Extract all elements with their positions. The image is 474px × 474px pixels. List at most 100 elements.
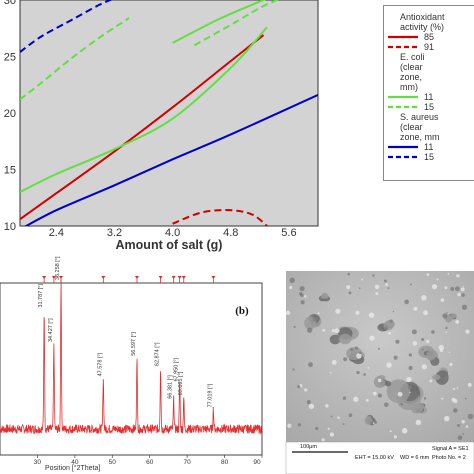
sem-grain — [342, 396, 347, 400]
sem-grain — [329, 432, 335, 437]
sem-grain — [421, 338, 425, 342]
sem-grain — [353, 396, 359, 402]
sem-grain — [465, 425, 469, 428]
xrd-x-tick-label: 30 — [34, 459, 42, 466]
xrd-pattern-line — [0, 279, 263, 435]
sem-grain — [409, 391, 411, 394]
sem-grain — [361, 278, 364, 281]
sem-grain — [368, 312, 375, 318]
sem-grain — [454, 286, 460, 292]
sem-grain — [400, 402, 404, 406]
contour-line — [20, 0, 113, 53]
sem-grain — [453, 408, 458, 413]
xrd-marker-tip — [134, 276, 139, 279]
sem-grain — [308, 403, 315, 409]
xrd-peak-label: 36.258 [°] — [55, 256, 61, 280]
legend-entry-label: 11 — [424, 92, 434, 102]
sem-grain — [363, 373, 366, 376]
legend-entry-label: 11 — [424, 142, 434, 152]
xrd-x-tick-label: 60 — [146, 459, 154, 466]
xrd-marker-tip — [211, 276, 216, 279]
sem-grain — [347, 272, 350, 276]
sem-grain — [448, 351, 451, 354]
xrd-marker-tip — [158, 276, 163, 279]
xrd-peak-label: 62.874 [°] — [155, 342, 161, 366]
sem-grain — [289, 285, 293, 290]
sem-grain — [410, 283, 412, 286]
sem-grain — [462, 433, 465, 435]
sem-grain — [343, 357, 348, 362]
legend-text: Antioxidant — [400, 12, 445, 22]
legend-text: mm) — [400, 82, 418, 92]
sem-particle — [329, 334, 341, 345]
sem-grain — [287, 423, 292, 428]
sem-grain — [312, 316, 318, 322]
contour-y-tick-label: 10 — [4, 221, 16, 233]
sem-grain — [308, 362, 313, 368]
xrd-marker-tip — [171, 276, 176, 279]
sem-grain — [350, 348, 354, 352]
sem-grain — [289, 277, 295, 283]
sem-scale-label: 100µm — [300, 444, 317, 450]
contour-lines — [20, 0, 318, 226]
legend-swatch — [388, 45, 418, 49]
xrd-marker-tip — [177, 276, 182, 279]
contour-y-tick-label: 30 — [4, 0, 16, 7]
xrd-peak-label: 77.019 [°] — [207, 383, 213, 407]
xrd-peak-label: 34.427 [°] — [48, 318, 54, 342]
sem-grain — [404, 299, 410, 305]
sem-grain — [373, 420, 378, 424]
sem-grain — [415, 419, 422, 426]
xrd-marker-tip — [181, 276, 186, 279]
sem-grain — [461, 293, 465, 297]
sem-grain — [330, 415, 333, 418]
legend-text: activity (%) — [400, 22, 445, 32]
xrd-panel-label: (b) — [235, 305, 249, 317]
sem-grain — [465, 329, 470, 334]
sem-signal-label: Signal A = SE1 — [432, 446, 469, 452]
sem-grain — [355, 310, 360, 315]
xrd-peak-label: 31.787 [°] — [38, 284, 44, 308]
sem-particle — [320, 294, 327, 300]
sem-grain — [397, 391, 403, 397]
xrd-marker-tip — [42, 276, 47, 279]
sem-grain — [461, 304, 468, 310]
sem-grain — [356, 353, 362, 359]
contour-x-tick-label: 4.0 — [165, 227, 180, 239]
sem-grain — [325, 404, 329, 408]
sem-grain — [429, 379, 433, 383]
sem-grain — [358, 287, 361, 290]
sem-grain — [456, 387, 459, 389]
sem-grain — [423, 397, 427, 400]
xrd-x-tick-label: 50 — [109, 459, 117, 466]
sem-grain — [460, 287, 465, 292]
sem-grain — [412, 341, 418, 346]
sem-grain — [431, 330, 435, 334]
xrd-peak-labels: 31.787 [°] 34.427 [°] 36.258 [°] 47.578 [°]… — [38, 256, 213, 407]
sem-grain — [300, 293, 304, 297]
sem-grain — [467, 413, 474, 420]
sem-grain — [393, 355, 398, 360]
legend-text: S. aureus — [400, 112, 439, 122]
contour-y-tick-label: 20 — [4, 108, 16, 120]
sem-grain — [387, 287, 390, 290]
sem-grain — [467, 382, 472, 387]
sem-particle — [364, 416, 373, 425]
sem-grain — [411, 329, 417, 335]
sem-grain — [450, 286, 455, 291]
sem-grain — [321, 438, 325, 442]
contour-x-tick-label: 4.8 — [223, 227, 238, 239]
sem-grain — [356, 370, 360, 375]
sem-grain — [327, 427, 330, 430]
sem-particle — [450, 313, 457, 319]
sem-grain — [449, 362, 453, 367]
legend-swatch — [388, 145, 418, 149]
legend-entry-label: 91 — [424, 42, 435, 52]
sem-grain — [384, 279, 387, 283]
sem-grain — [306, 327, 313, 333]
xrd-x-axis-label: Position [°2Theta] — [45, 464, 100, 472]
sem-grain — [457, 292, 461, 297]
sem-grain — [451, 397, 456, 402]
